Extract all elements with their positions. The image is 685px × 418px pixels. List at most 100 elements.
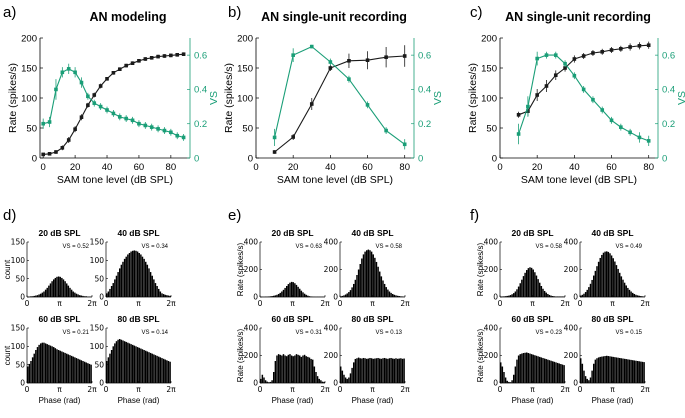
histogram-bar (51, 346, 53, 383)
histogram-bar (281, 355, 283, 383)
histogram-title: 40 dB SPL (351, 228, 393, 238)
histogram-bar (159, 357, 162, 383)
y-right-tick-label: 0.2 (194, 119, 207, 130)
histogram-bar (508, 295, 510, 298)
histogram-bar (140, 348, 142, 383)
histogram-bar (369, 250, 371, 297)
hist-x-axis-label: Phase (rad) (39, 396, 81, 405)
histogram-bar (145, 261, 147, 297)
histogram-bar (120, 339, 123, 383)
rate-point (628, 45, 632, 49)
histogram-bar (70, 355, 73, 383)
rate-point (553, 73, 558, 77)
vs-point (309, 44, 314, 49)
rate-point (66, 138, 71, 142)
hist-x-tick-label: π (57, 385, 62, 394)
histogram-bar (617, 357, 619, 383)
histogram-bar (343, 295, 345, 297)
vs-point (175, 133, 180, 138)
vs-point (86, 94, 90, 99)
rate-point (92, 93, 97, 97)
histogram-bar (271, 296, 273, 297)
y-tick-label: 100 (21, 93, 37, 104)
vs-point (553, 53, 558, 57)
histogram-bar (545, 292, 547, 297)
rate-point (581, 54, 586, 58)
vs-series-line (518, 54, 649, 142)
histogram-bar (354, 358, 357, 383)
vs-point (291, 53, 295, 57)
histogram-bar (114, 343, 116, 383)
panel-letter: a) (3, 4, 16, 21)
hist-y-tick-label: 200 (484, 351, 499, 360)
histogram-bar (511, 294, 513, 297)
hist-x-tick-label: π (290, 385, 295, 394)
histogram-bar (375, 358, 378, 383)
histogram-bar (501, 366, 504, 383)
histogram-bar (543, 358, 546, 383)
histogram-bar (622, 279, 624, 297)
histogram-bar (149, 272, 152, 297)
vs-point (105, 108, 109, 112)
histogram-bar (393, 358, 396, 383)
histogram-bar (125, 341, 127, 383)
histogram-bar (115, 341, 118, 383)
histogram-bar (356, 275, 358, 297)
histogram-bar (294, 283, 296, 297)
histogram-bar (509, 295, 512, 297)
histogram-bar (128, 343, 131, 383)
histogram-bar (601, 254, 603, 298)
histogram-bar (28, 363, 31, 383)
histogram-bar (516, 359, 518, 384)
vs-point (169, 130, 173, 135)
histogram-bar (596, 358, 598, 383)
histogram-bar (593, 275, 595, 297)
vs-point (402, 142, 407, 147)
histogram-bar (362, 357, 365, 384)
histogram-bar (316, 376, 319, 384)
hist-x-tick-label: 0 (498, 385, 503, 394)
histogram-bar (128, 253, 131, 297)
histogram-bar (308, 296, 311, 297)
x-tick-label: 60 (606, 162, 617, 173)
histogram-bar (550, 295, 552, 298)
histogram-bar (635, 360, 637, 384)
histogram-bar (344, 294, 347, 297)
histogram-title: 20 dB SPL (511, 228, 553, 238)
rate-point (98, 84, 103, 88)
hist-y-tick-label: 150 (11, 324, 26, 333)
rate-point (181, 52, 186, 56)
histogram-title: 60 dB SPL (511, 314, 553, 324)
histogram-bar (33, 295, 35, 297)
y-right-tick-label: 0 (662, 153, 667, 164)
histogram-bar (169, 361, 171, 383)
histogram-bar (514, 291, 517, 297)
histogram-bar (88, 363, 91, 383)
hist-x-tick-label: 2π (640, 385, 650, 394)
x-tick-label: 20 (532, 162, 543, 173)
hist-y-tick-label: 0 (20, 379, 25, 388)
vs-point (272, 135, 277, 140)
histogram-bar (72, 291, 74, 297)
histogram-bar (522, 276, 525, 297)
histogram-bar (282, 289, 285, 297)
histogram-bar (48, 285, 50, 297)
histogram-bar (607, 356, 610, 383)
rate-point (309, 102, 314, 106)
vs-annotation: VS = 0.15 (615, 330, 642, 336)
hist-x-tick-label: π (530, 299, 535, 308)
vs-annotation: VS = 0.13 (375, 330, 402, 336)
histogram-bar (141, 256, 144, 297)
histogram-bar (594, 270, 597, 298)
histogram-bar (351, 367, 353, 384)
rate-point (79, 115, 84, 119)
histogram-bar (597, 357, 600, 384)
histogram-bar (54, 348, 57, 383)
histogram-bar (403, 358, 405, 383)
histogram-bar (361, 258, 363, 297)
histogram-bar (535, 355, 538, 383)
hist-x-tick-label: 2π (400, 385, 410, 394)
vs-point (117, 115, 122, 119)
histogram-bar (543, 290, 546, 297)
y-axis-label: Rate (spikes/s) (223, 63, 235, 133)
